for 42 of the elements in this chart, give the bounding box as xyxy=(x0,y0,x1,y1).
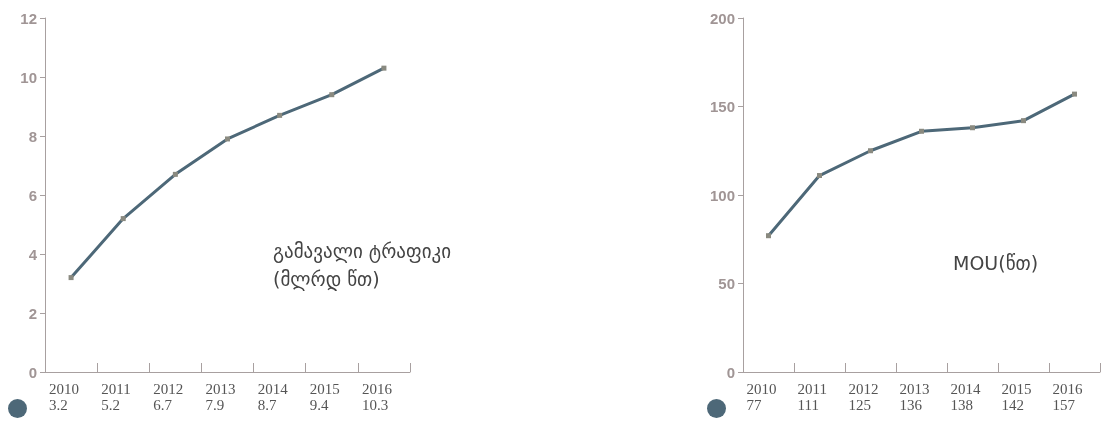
data-label: 7.9 xyxy=(205,396,225,413)
y-tick-label: 10 xyxy=(20,68,37,86)
data-label: 6.7 xyxy=(153,396,173,413)
data-label: 138 xyxy=(950,396,973,413)
data-label: 142 xyxy=(1001,396,1024,413)
x-tick-label: 2015 xyxy=(309,380,340,397)
y-tick-label: 2 xyxy=(28,304,37,322)
data-label: 5.2 xyxy=(101,396,120,413)
x-tick-label: 2016 xyxy=(361,380,393,397)
data-label: 9.4 xyxy=(309,396,330,413)
y-tick-label: 12 xyxy=(20,9,37,27)
x-tick-label: 2016 xyxy=(1052,380,1083,397)
x-tick-label: 2012 xyxy=(153,380,184,397)
data-label: 111 xyxy=(797,396,819,413)
y-tick-label: 4 xyxy=(28,245,38,263)
data-label: 3.2 xyxy=(49,396,68,413)
y-tick-label: 50 xyxy=(718,275,735,292)
x-tick-label: 2010 xyxy=(746,380,777,397)
x-tick-label: 2010 xyxy=(49,380,80,397)
data-label: 8.7 xyxy=(257,396,277,413)
y-tick-label: 0 xyxy=(28,363,37,381)
text: გამავალი ტრაფიკი (მლრდ წთ) xyxy=(273,240,451,291)
y-tick-label: 200 xyxy=(709,9,735,27)
data-label: 77 xyxy=(746,396,762,413)
data-label: 10.3 xyxy=(361,396,389,413)
x-tick-label: 2011 xyxy=(101,380,131,397)
y-tick-label: 100 xyxy=(709,186,735,204)
data-label: 157 xyxy=(1052,396,1076,413)
x-tick-label: 2014 xyxy=(950,380,981,397)
y-tick-label: 6 xyxy=(28,186,37,204)
data-label: 125 xyxy=(848,396,871,413)
x-tick-label: 2013 xyxy=(205,380,236,397)
text: MOU(წთ) xyxy=(953,252,1039,274)
x-tick-label: 2015 xyxy=(1001,380,1032,397)
x-tick-label: 2011 xyxy=(797,380,827,397)
x-tick-label: 2013 xyxy=(899,380,930,397)
y-tick-label: 150 xyxy=(709,98,735,115)
x-tick-label: 2012 xyxy=(848,380,879,397)
x-tick-label: 2014 xyxy=(257,380,289,397)
y-tick-label: 0 xyxy=(726,363,735,381)
data-label: 136 xyxy=(899,396,923,413)
y-tick-label: 8 xyxy=(28,127,37,145)
